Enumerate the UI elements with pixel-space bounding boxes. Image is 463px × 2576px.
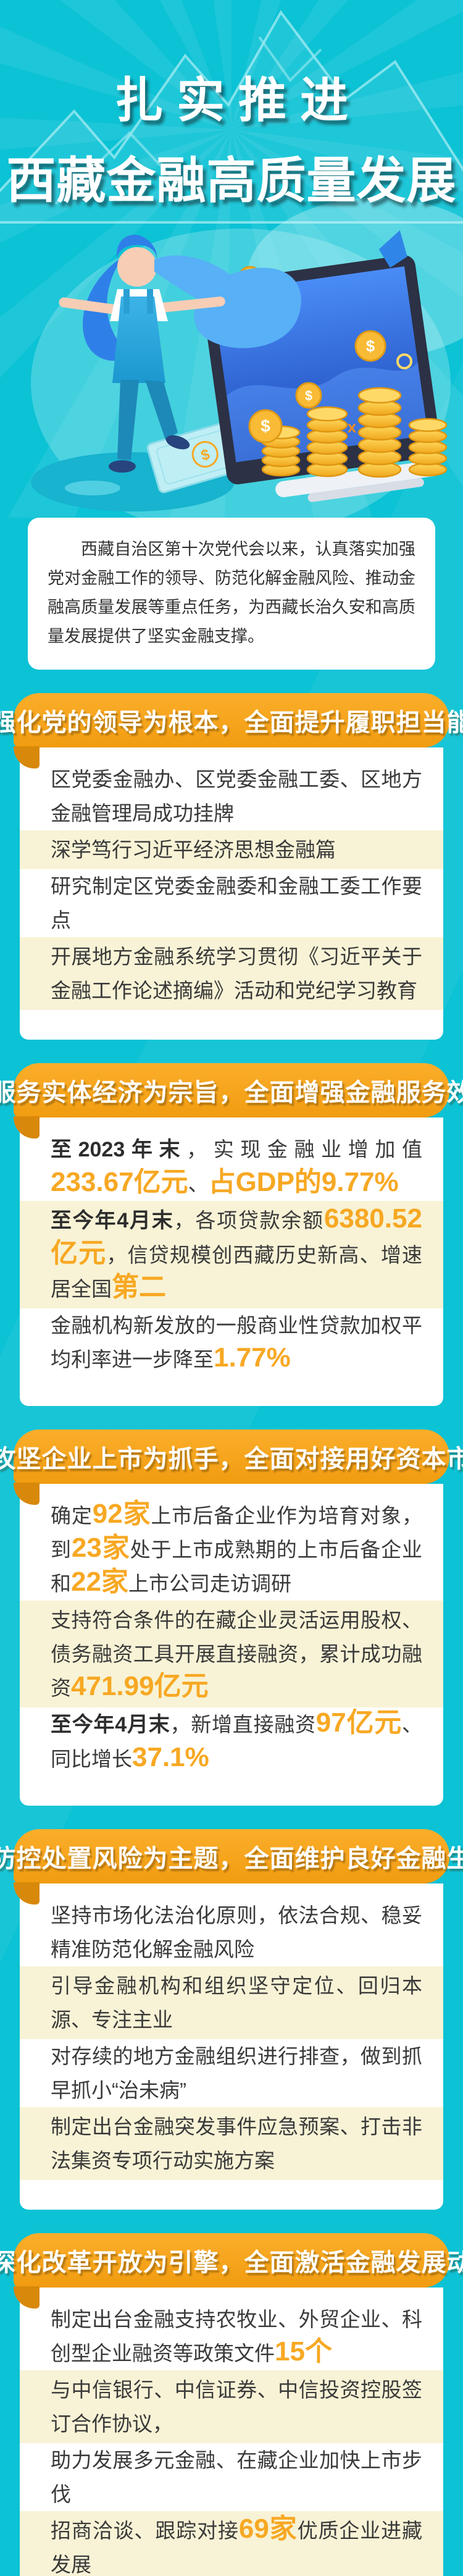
section-item: 区党委金融办、区党委金融工委、区地方金融管理局成功挂牌	[20, 762, 443, 830]
item-text: 对存续的地方金融组织进行排查，做到抓早抓小“治未病”	[51, 2045, 422, 2102]
svg-text:x: x	[348, 418, 357, 436]
poster-title-line2: 西藏金融高质量发展	[6, 153, 457, 208]
ribbon-fold-icon	[14, 746, 40, 768]
item-text: 与中信银行、中信证券、中信投资控股签订合作协议，	[51, 2378, 422, 2435]
item-text: 优质企业进藏发展	[51, 2519, 422, 2576]
section-title: 以攻坚企业上市为抓手，全面对接用好资本市场	[0, 1446, 463, 1473]
item-text: 上市公司走访调研	[128, 1572, 291, 1595]
svg-text:$: $	[261, 416, 270, 436]
item-text: 制定出台金融支持农牧业、外贸企业、科创型企业融资等政策文件	[51, 2308, 422, 2365]
hero-section: $	[0, 0, 463, 518]
item-text: 、同比增长	[51, 1713, 422, 1770]
section-item: 助力发展多元金融、在藏企业加快上市步伐	[20, 2443, 443, 2511]
section-card: 确定92家上市后备企业作为培育对象，到23家处于上市成熟期的上市后备企业和22家…	[20, 1484, 443, 1806]
item-text: 深学笃行习近平经济思想金融篇	[51, 838, 336, 861]
item-text: 制定出台金融突发事件应急预案、打击非法集资专项行动实施方案	[51, 2115, 422, 2172]
section-card: 区党委金融办、区党委金融工委、区地方金融管理局成功挂牌深学笃行习近平经济思想金融…	[20, 747, 443, 1040]
item-text: 确定	[51, 1504, 93, 1527]
section-item: 开展地方金融系统学习贯彻《习近平关于金融工作论述摘编》活动和党纪学习教育	[20, 937, 443, 1010]
section-title: 以服务实体经济为宗旨，全面增强金融服务效能	[0, 1079, 463, 1106]
section-item: 制定出台金融支持农牧业、外贸企业、科创型企业融资等政策文件15个	[20, 2302, 443, 2370]
item-text: ，新增直接融资	[170, 1713, 316, 1736]
ribbon-fold-icon	[14, 1882, 40, 1905]
item-text: 坚持市场化法治化原则，依法合规、稳妥精准防范化解金融风险	[51, 1904, 422, 1961]
highlight-number: 第二	[112, 1272, 166, 1302]
section-4: 以防控处置风险为主题，全面维护良好金融生态坚持市场化法治化原则，依法合规、稳妥精…	[0, 1829, 463, 2210]
highlight-number: 15个	[275, 2336, 332, 2367]
item-text: 支持符合条件的在藏企业灵活运用股权、债务融资工具开展直接融资，累计成功融资	[51, 1609, 422, 1699]
item-text: 处于上市成熟期的上市后备企业和	[51, 1538, 423, 1595]
section-title: 以深化改革开放为引擎，全面激活金融发展动力	[0, 2249, 463, 2276]
item-text: 招商洽谈、跟踪对接	[51, 2519, 239, 2542]
highlight-number: 1.77%	[214, 1342, 291, 1373]
highlight-number: 471.99亿元	[71, 1671, 209, 1701]
section-header: 以攻坚企业上市为抓手，全面对接用好资本市场	[0, 1429, 463, 1484]
item-text: ，实现金融业增加值	[186, 1138, 422, 1161]
section-item: 确定92家上市后备企业作为培育对象，到23家处于上市成熟期的上市后备企业和22家…	[20, 1499, 443, 1601]
item-text: 助力发展多元金融、在藏企业加快上市步伐	[51, 2449, 422, 2506]
svg-text:$: $	[305, 388, 312, 403]
ribbon-fold-icon	[14, 2286, 40, 2309]
highlight-number: 97亿元	[315, 1707, 402, 1738]
item-text: 至2023年末	[51, 1138, 187, 1161]
item-text: 区党委金融办、区党委金融工委、区地方金融管理局成功挂牌	[51, 768, 422, 825]
section-item: 支持符合条件的在藏企业灵活运用股权、债务融资工具开展直接融资，累计成功融资471…	[20, 1601, 443, 1707]
person-illustration	[59, 235, 301, 473]
section-title: 以防控处置风险为主题，全面维护良好金融生态	[0, 1845, 463, 1872]
highlight-number: 69家	[238, 2514, 298, 2544]
highlight-number: 22家	[71, 1567, 128, 1597]
section-1: 以强化党的领导为根本，全面提升履职担当能力区党委金融办、区党委金融工委、区地方金…	[0, 693, 463, 1040]
ribbon-fold-icon	[14, 1483, 40, 1505]
section-card: 坚持市场化法治化原则，依法合规、稳妥精准防范化解金融风险 引导金融机构和组织坚守定…	[20, 1884, 443, 2210]
item-text: 至今年4月末	[51, 1713, 170, 1736]
section-item: 至今年4月末，各项贷款余额6380.52亿元，信贷规模创西藏历史新高、增速居全国…	[20, 1201, 443, 1308]
section-item: 制定出台金融突发事件应急预案、打击非法集资专项行动实施方案	[20, 2107, 443, 2180]
section-item: 金融机构新发放的一般商业性贷款加权平均利率进一步降至1.77%	[20, 1308, 443, 1376]
section-item: 至2023年末，实现金融业增加值 233.67亿元、占GDP的9.77%	[20, 1132, 443, 1201]
section-item: 招商洽谈、跟踪对接69家优质企业进藏发展	[20, 2511, 443, 2576]
highlight-number: 233.67亿元	[51, 1167, 188, 1197]
poster-title-line1: 扎实推进	[114, 73, 362, 127]
section-card: 制定出台金融支持农牧业、外贸企业、科创型企业融资等政策文件15个与中信银行、中信…	[20, 2288, 443, 2576]
item-text: 至今年4月末	[51, 1209, 174, 1232]
item-text: 、	[188, 1172, 209, 1195]
highlight-number: 占GDP的9.77%	[208, 1167, 399, 1197]
section-5: 以深化改革开放为引擎，全面激活金融发展动力制定出台金融支持农牧业、外贸企业、科创…	[0, 2233, 463, 2576]
intro-text: 西藏自治区第十次党代会以来，认真落实加强党对金融工作的领导、防范化解金融风险、推…	[48, 540, 415, 646]
section-item: 深学笃行习近平经济思想金融篇	[20, 830, 443, 869]
item-text: ，信贷规模创西藏历史新高、增速居全国	[51, 1244, 422, 1300]
highlight-number: 92家	[92, 1499, 151, 1529]
highlight-number: 6380.52亿元	[51, 1203, 423, 1268]
item-text: 开展地方金融系统学习贯彻《习近平关于金融工作论述摘编》活动和党纪学习教育	[51, 945, 422, 1002]
section-item: 引导金融机构和组织坚守定位、回归本源、专注主业	[20, 1966, 443, 2039]
section-header: 以深化改革开放为引擎，全面激活金融发展动力	[0, 2233, 463, 2288]
svg-text:$: $	[366, 337, 375, 355]
section-3: 以攻坚企业上市为抓手，全面对接用好资本市场确定92家上市后备企业作为培育对象，到…	[0, 1429, 463, 1806]
section-item: 至今年4月末，新增直接融资97亿元、同比增长37.1%	[20, 1707, 443, 1776]
section-card: 至2023年末，实现金融业增加值 233.67亿元、占GDP的9.77% 至今年4月…	[20, 1118, 443, 1406]
section-item: 与中信银行、中信证券、中信投资控股签订合作协议，	[20, 2370, 443, 2443]
item-text: 上市后备企业作为培育对象，到	[51, 1504, 423, 1561]
section-title: 以强化党的领导为根本，全面提升履职担当能力	[0, 709, 463, 736]
item-text: ，各项贷款余额	[173, 1209, 324, 1232]
section-2: 以服务实体经济为宗旨，全面增强金融服务效能至2023年末，实现金融业增加值 233…	[0, 1063, 463, 1406]
item-text: 金融机构新发放的一般商业性贷款加权平均利率进一步降至	[51, 1314, 422, 1371]
section-header: 以服务实体经济为宗旨，全面增强金融服务效能	[0, 1063, 463, 1118]
ribbon-fold-icon	[14, 1116, 40, 1139]
item-text: 研究制定区党委金融委和金融工委工作要点	[51, 875, 422, 932]
intro-card: 西藏自治区第十次党代会以来，认真落实加强党对金融工作的领导、防范化解金融风险、推…	[28, 518, 435, 670]
section-item: 对存续的地方金融组织进行排查，做到抓早抓小“治未病”	[20, 2039, 443, 2107]
section-item: 坚持市场化法治化原则，依法合规、稳妥精准防范化解金融风险	[20, 1898, 443, 1966]
sections-container: 以强化党的领导为根本，全面提升履职担当能力区党委金融办、区党委金融工委、区地方金…	[0, 693, 463, 2576]
section-header: 以防控处置风险为主题，全面维护良好金融生态	[0, 1829, 463, 1884]
highlight-number: 37.1%	[132, 1742, 209, 1772]
highlight-number: 23家	[71, 1533, 130, 1563]
mountain-background-art: $	[0, 10, 463, 518]
item-text: 引导金融机构和组织坚守定位、回归本源、专注主业	[51, 1974, 422, 2031]
section-item: 研究制定区党委金融委和金融工委工作要点	[20, 869, 443, 937]
section-header: 以强化党的领导为根本，全面提升履职担当能力	[0, 693, 463, 747]
